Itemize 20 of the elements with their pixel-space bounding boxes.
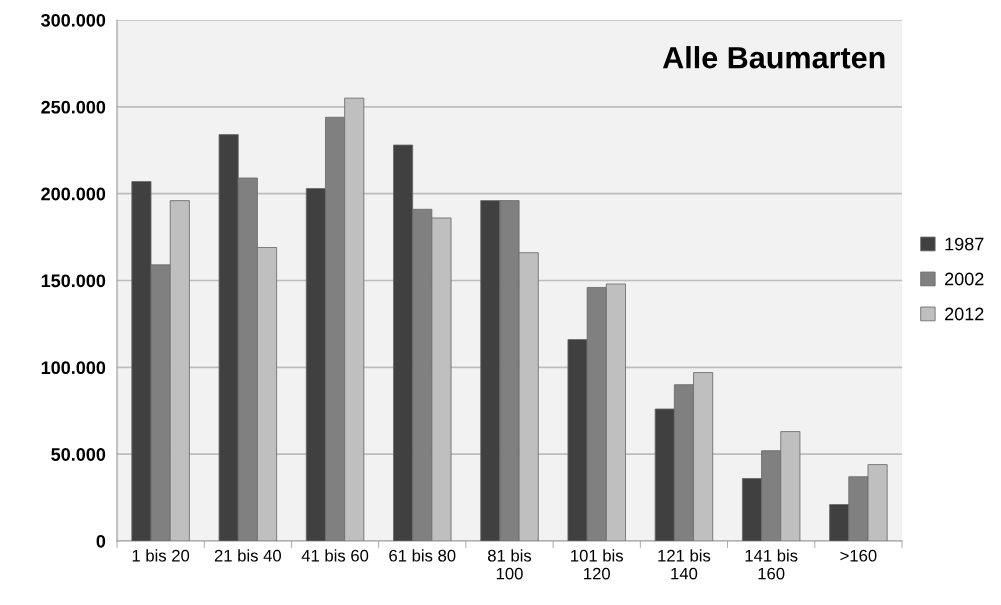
y-tick-label: 300.000 (41, 13, 106, 27)
y-tick-label: 50.000 (51, 448, 106, 461)
y-tick-label: 200.000 (41, 187, 106, 201)
y-tick-label: 100.000 (41, 361, 106, 375)
x-tick-label: >160 (840, 549, 877, 562)
x-tick-label: 141 bis 160 (745, 549, 798, 580)
y-tick-label: 150.000 (41, 274, 106, 288)
x-tick-label: 61 bis 80 (389, 549, 456, 562)
text: Alle Baumarten (662, 46, 885, 69)
x-tick-label: 41 bis 60 (301, 549, 369, 562)
x-tick-label: 1 bis 20 (132, 549, 190, 562)
y-tick-label: 250.000 (41, 100, 106, 114)
y-tick-label: 0 (96, 534, 106, 548)
x-tick-label: 81 bis 100 (487, 549, 532, 580)
legend-label: 2012 (945, 307, 984, 321)
x-tick-label: 21 bis 40 (214, 549, 282, 562)
legend-label: 1987 (945, 237, 984, 251)
legend-label: 2002 (945, 272, 984, 286)
x-tick-label: 121 bis 140 (658, 549, 711, 580)
x-tick-label: 101 bis 120 (571, 549, 623, 580)
